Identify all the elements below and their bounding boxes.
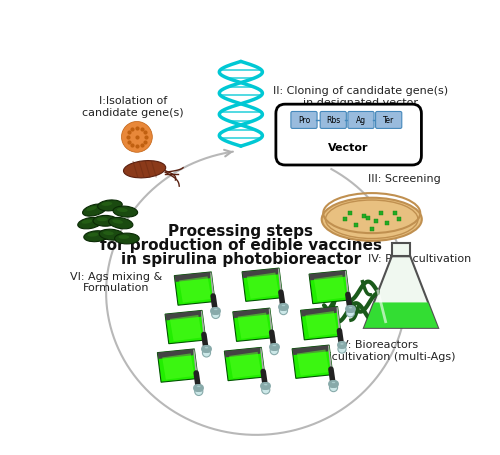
Text: V: Bioreactors
multicultivation (multi-Ags): V: Bioreactors multicultivation (multi-A…	[303, 339, 456, 361]
Text: IV: Pilot cultivation: IV: Pilot cultivation	[368, 253, 471, 263]
Text: for production of edible vaccines: for production of edible vaccines	[100, 238, 382, 253]
Text: Processing steps: Processing steps	[168, 224, 314, 239]
Ellipse shape	[93, 216, 118, 227]
Ellipse shape	[204, 347, 208, 349]
Text: II: Cloning of candidate gene(s)
in designated vector: II: Cloning of candidate gene(s) in desi…	[272, 86, 448, 108]
Ellipse shape	[102, 202, 112, 207]
Ellipse shape	[118, 236, 129, 239]
Polygon shape	[247, 273, 279, 299]
Polygon shape	[233, 308, 274, 342]
Ellipse shape	[78, 218, 102, 229]
Polygon shape	[224, 348, 262, 358]
Text: Ag: Ag	[356, 116, 366, 125]
Ellipse shape	[108, 218, 133, 229]
Ellipse shape	[98, 201, 122, 212]
Ellipse shape	[82, 220, 92, 224]
Polygon shape	[224, 348, 265, 381]
Ellipse shape	[97, 218, 108, 222]
Ellipse shape	[272, 344, 276, 347]
Ellipse shape	[330, 384, 338, 392]
Ellipse shape	[124, 161, 166, 178]
Polygon shape	[364, 257, 438, 328]
FancyBboxPatch shape	[348, 112, 374, 129]
Text: VI: Ags mixing &
Formulation: VI: Ags mixing & Formulation	[70, 271, 162, 293]
Polygon shape	[158, 349, 198, 382]
Ellipse shape	[99, 230, 124, 241]
Polygon shape	[314, 275, 346, 301]
Polygon shape	[297, 350, 329, 376]
Polygon shape	[201, 311, 205, 341]
Polygon shape	[328, 345, 333, 376]
FancyBboxPatch shape	[320, 112, 346, 129]
Polygon shape	[268, 308, 274, 339]
Ellipse shape	[202, 349, 210, 357]
Polygon shape	[210, 273, 215, 303]
Text: Rbs: Rbs	[326, 116, 340, 125]
Ellipse shape	[214, 308, 218, 311]
Polygon shape	[233, 308, 270, 318]
Ellipse shape	[82, 204, 106, 217]
Polygon shape	[260, 348, 265, 378]
Circle shape	[122, 122, 152, 153]
Ellipse shape	[280, 307, 287, 315]
Text: I:Isolation of
candidate gene(s): I:Isolation of candidate gene(s)	[82, 96, 184, 118]
Ellipse shape	[340, 343, 344, 345]
Ellipse shape	[264, 384, 268, 386]
Polygon shape	[179, 277, 212, 303]
Polygon shape	[364, 303, 438, 328]
Ellipse shape	[117, 208, 128, 212]
Polygon shape	[165, 311, 205, 344]
Polygon shape	[229, 352, 262, 378]
Ellipse shape	[112, 220, 123, 224]
Polygon shape	[392, 243, 410, 257]
Polygon shape	[165, 311, 202, 321]
Polygon shape	[300, 307, 338, 317]
Text: Ter: Ter	[383, 116, 394, 125]
Ellipse shape	[332, 381, 336, 384]
Polygon shape	[170, 315, 202, 341]
Ellipse shape	[346, 309, 354, 317]
Ellipse shape	[84, 231, 108, 242]
Polygon shape	[292, 345, 329, 355]
Ellipse shape	[88, 233, 99, 237]
Ellipse shape	[262, 386, 270, 394]
Polygon shape	[309, 271, 350, 304]
Polygon shape	[309, 271, 346, 281]
FancyBboxPatch shape	[376, 112, 402, 129]
FancyBboxPatch shape	[291, 112, 317, 129]
Text: Pro: Pro	[298, 116, 310, 125]
Polygon shape	[238, 313, 270, 339]
Ellipse shape	[86, 207, 97, 212]
Polygon shape	[193, 349, 198, 380]
Ellipse shape	[194, 388, 203, 396]
Ellipse shape	[322, 198, 422, 241]
Polygon shape	[300, 307, 342, 340]
Ellipse shape	[103, 232, 114, 236]
Polygon shape	[242, 268, 279, 278]
Text: in spirulina photobioreactor: in spirulina photobioreactor	[121, 252, 361, 267]
Ellipse shape	[270, 347, 278, 355]
Polygon shape	[292, 345, 333, 379]
Ellipse shape	[282, 305, 286, 307]
FancyBboxPatch shape	[276, 105, 422, 166]
Polygon shape	[345, 271, 350, 301]
Polygon shape	[174, 273, 215, 305]
Text: III: Screening: III: Screening	[368, 174, 440, 184]
Ellipse shape	[196, 385, 201, 388]
Ellipse shape	[348, 307, 352, 309]
Polygon shape	[158, 349, 194, 359]
Polygon shape	[162, 354, 194, 380]
Text: Vector: Vector	[328, 142, 369, 152]
Polygon shape	[278, 268, 282, 299]
Polygon shape	[306, 311, 338, 338]
Polygon shape	[242, 268, 282, 302]
Ellipse shape	[338, 345, 346, 354]
Polygon shape	[336, 307, 342, 338]
Ellipse shape	[114, 233, 139, 244]
Ellipse shape	[212, 311, 220, 319]
Ellipse shape	[113, 207, 138, 217]
Polygon shape	[174, 273, 212, 282]
